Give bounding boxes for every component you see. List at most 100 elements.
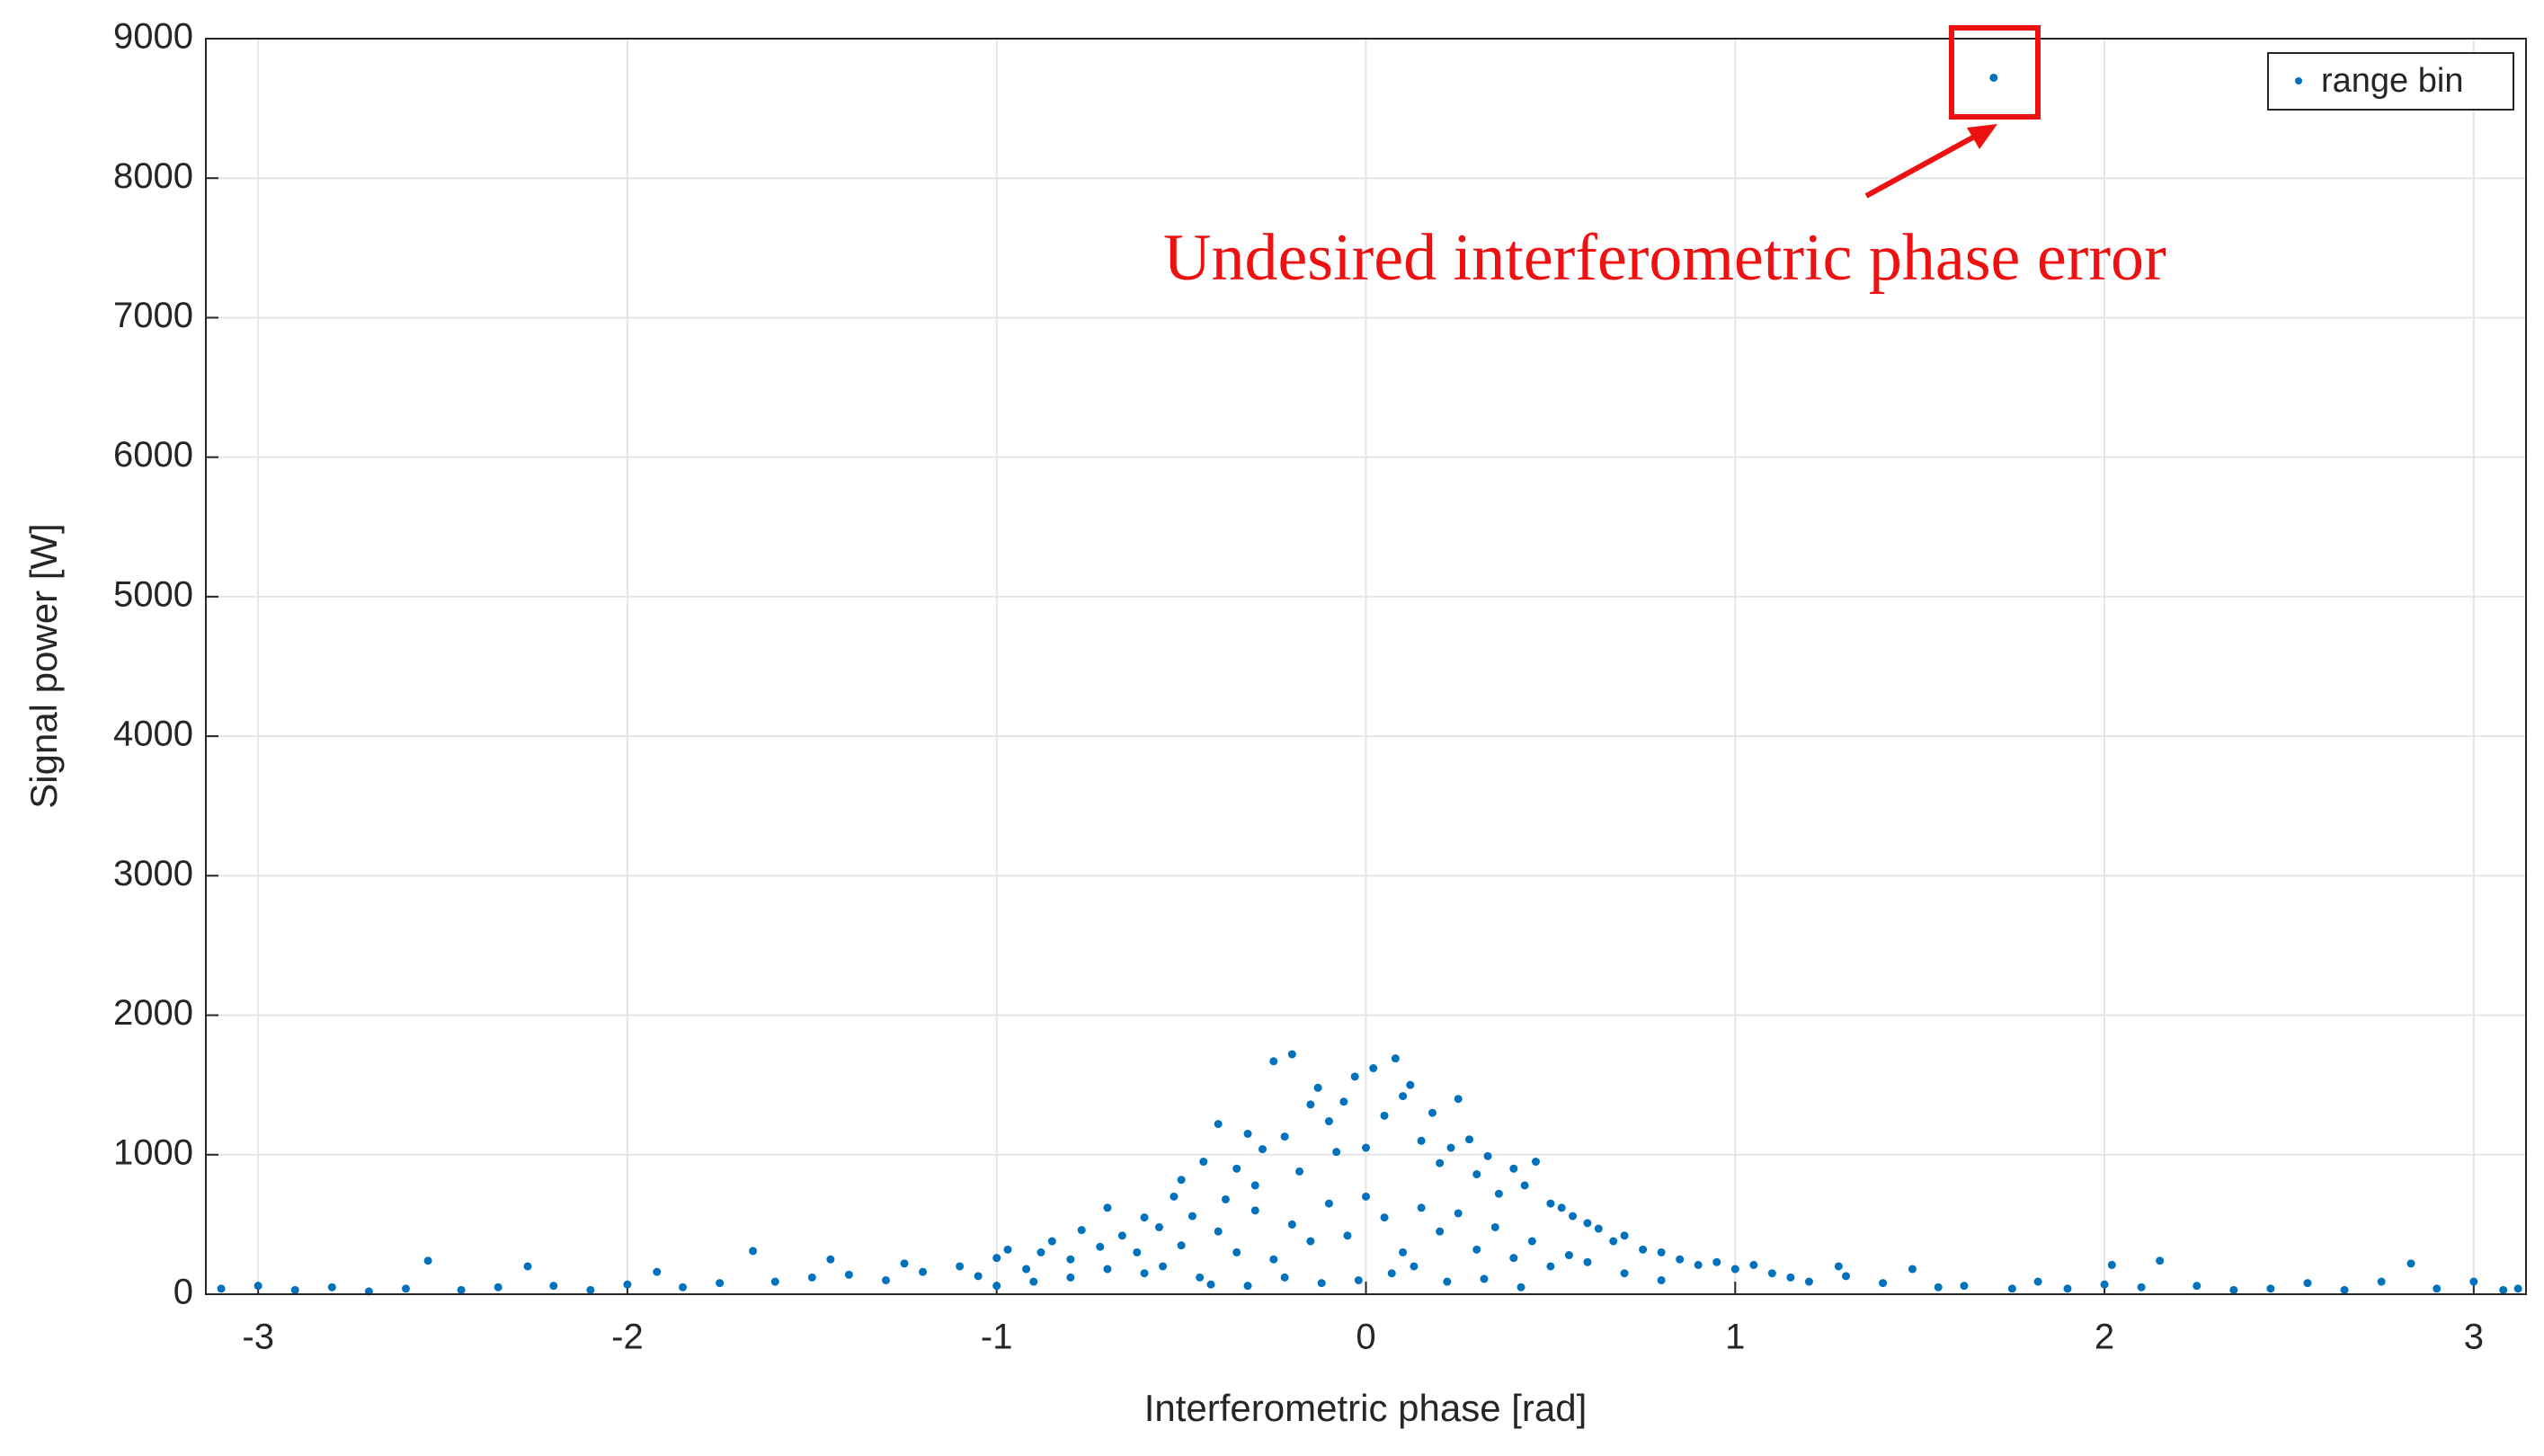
- point: [1436, 1159, 1445, 1167]
- point: [1564, 1251, 1573, 1260]
- point: [1730, 1265, 1739, 1274]
- point: [1594, 1224, 1603, 1233]
- point: [1786, 1273, 1795, 1282]
- point: [1250, 1181, 1259, 1190]
- point: [401, 1284, 410, 1293]
- point: [457, 1285, 466, 1294]
- point: [1206, 1280, 1215, 1289]
- point: [881, 1275, 890, 1284]
- point: [1177, 1241, 1186, 1250]
- point: [1465, 1135, 1474, 1144]
- point: [2156, 1256, 2165, 1265]
- point: [1243, 1129, 1252, 1138]
- point: [1417, 1203, 1426, 1212]
- point: [992, 1254, 1001, 1263]
- point: [1546, 1262, 1555, 1271]
- point: [1133, 1247, 1142, 1256]
- point: [1428, 1108, 1437, 1117]
- point: [1454, 1095, 1463, 1104]
- point: [2377, 1277, 2386, 1286]
- x-tick-label: -1: [981, 1318, 1013, 1357]
- point: [1657, 1275, 1666, 1284]
- point: [523, 1262, 532, 1271]
- y-tick-label: 9000: [113, 17, 193, 57]
- point: [1177, 1176, 1186, 1185]
- point: [1066, 1255, 1075, 1264]
- point: [716, 1279, 725, 1288]
- point: [327, 1283, 336, 1292]
- point: [1527, 1237, 1536, 1246]
- point: [586, 1285, 595, 1294]
- point: [1159, 1262, 1168, 1271]
- point: [1639, 1245, 1648, 1254]
- x-tick-label: -2: [611, 1318, 644, 1357]
- point: [1369, 1064, 1378, 1073]
- point: [1221, 1194, 1230, 1203]
- point: [1269, 1255, 1278, 1264]
- point: [423, 1256, 432, 1265]
- point: [1480, 1274, 1489, 1283]
- point: [217, 1284, 226, 1293]
- point: [1306, 1237, 1315, 1246]
- point: [1517, 1283, 1526, 1292]
- y-tick-label: 6000: [113, 435, 193, 475]
- x-tick-label: 1: [1725, 1318, 1745, 1357]
- point: [2303, 1279, 2312, 1288]
- point: [919, 1267, 928, 1276]
- point: [1339, 1097, 1348, 1106]
- point: [653, 1267, 662, 1276]
- point: [1609, 1237, 1618, 1246]
- x-tick-label: 0: [1356, 1318, 1375, 1357]
- point: [974, 1272, 983, 1281]
- point: [1557, 1203, 1566, 1212]
- point: [1443, 1277, 1452, 1286]
- point: [1490, 1222, 1499, 1231]
- point: [1454, 1209, 1463, 1218]
- point: [254, 1282, 262, 1291]
- x-axis-label: Interferometric phase [rad]: [1144, 1387, 1588, 1429]
- point: [1380, 1111, 1389, 1120]
- point: [1317, 1279, 1326, 1288]
- point: [2007, 1284, 2016, 1293]
- point: [2193, 1282, 2202, 1291]
- point: [1077, 1226, 1086, 1235]
- point: [2499, 1285, 2508, 1294]
- point: [1324, 1117, 1333, 1126]
- point: [1749, 1260, 1758, 1269]
- point: [1103, 1265, 1112, 1274]
- point: [1399, 1092, 1408, 1101]
- point: [2340, 1285, 2349, 1294]
- point: [623, 1280, 632, 1289]
- x-tick-label: 2: [2095, 1318, 2114, 1357]
- legend-marker: [2295, 77, 2302, 84]
- point: [1232, 1247, 1241, 1256]
- point: [1332, 1148, 1341, 1157]
- point: [1269, 1057, 1278, 1066]
- point: [549, 1282, 558, 1291]
- point: [992, 1282, 1001, 1291]
- point: [1029, 1277, 1038, 1286]
- point: [679, 1283, 688, 1292]
- point: [1199, 1158, 1208, 1167]
- point: [1214, 1120, 1223, 1129]
- point: [2137, 1283, 2146, 1292]
- point: [1250, 1206, 1259, 1215]
- point: [1657, 1247, 1666, 1256]
- point: [1436, 1227, 1445, 1236]
- point: [1472, 1245, 1481, 1254]
- point: [1287, 1050, 1296, 1059]
- point: [1362, 1192, 1370, 1201]
- point: [2513, 1284, 2522, 1293]
- point: [1483, 1151, 1492, 1160]
- point: [1694, 1260, 1703, 1269]
- point: [1472, 1170, 1481, 1179]
- point: [1036, 1247, 1045, 1256]
- point: [290, 1285, 299, 1294]
- point: [2406, 1259, 2415, 1268]
- point: [2033, 1277, 2042, 1286]
- x-tick-label: -3: [242, 1318, 274, 1357]
- point: [1295, 1167, 1304, 1176]
- x-tick-label: 3: [2464, 1318, 2484, 1357]
- point: [1767, 1269, 1776, 1278]
